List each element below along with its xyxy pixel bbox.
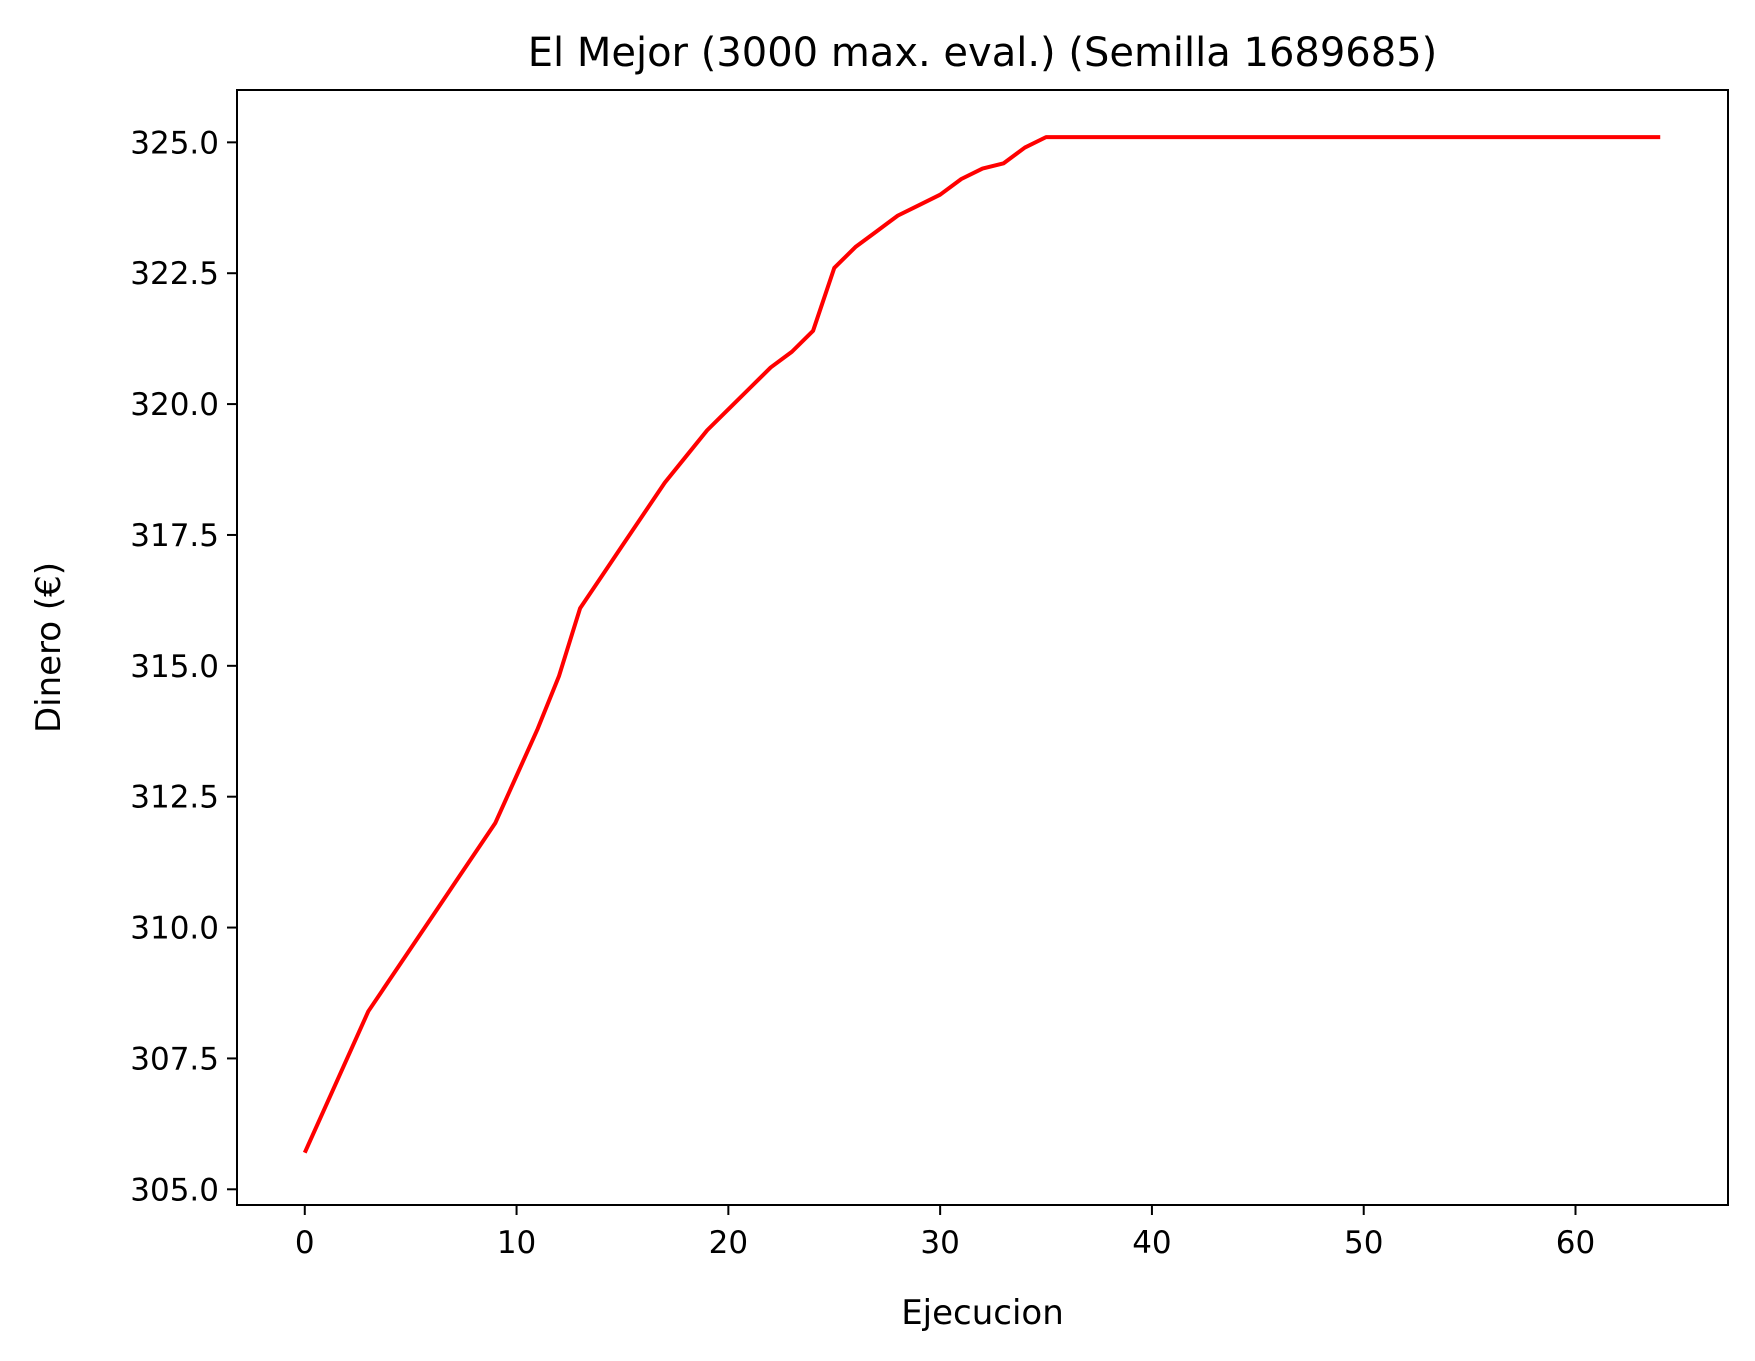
x-tick-label: 0: [295, 1225, 315, 1261]
y-tick-label: 320.0: [130, 387, 219, 423]
y-tick-label: 315.0: [130, 649, 219, 685]
y-axis-ticks: 305.0 307.5 310.0 312.5 315.0 317.5 320.0 322.5…: [130, 125, 237, 1208]
x-axis-label: Ejecucion: [901, 1293, 1064, 1333]
y-tick-label: 317.5: [130, 518, 219, 554]
y-tick-label: 305.0: [130, 1172, 219, 1208]
y-tick-label: 307.5: [130, 1041, 219, 1077]
y-tick-label: 310.0: [130, 911, 219, 947]
series-line: [302, 135, 1661, 1154]
x-axis-ticks: 0 10 20 30 40 50 60: [295, 1205, 1595, 1261]
x-tick-label: 50: [1344, 1225, 1383, 1261]
y-tick-label: 312.5: [130, 780, 219, 816]
x-tick-label: 10: [497, 1225, 536, 1261]
plot-area: [302, 135, 1661, 1154]
x-tick-label: 30: [920, 1225, 959, 1261]
y-axis-label: Dinero (€): [29, 562, 69, 733]
axes-frame: [236, 89, 1729, 1206]
y-tick-label: 322.5: [130, 256, 219, 292]
x-tick-label: 60: [1556, 1225, 1595, 1261]
x-tick-label: 40: [1132, 1225, 1171, 1261]
y-tick-label: 325.0: [130, 125, 219, 161]
chart-title: El Mejor (3000 max. eval.) (Semilla 1689…: [528, 30, 1438, 76]
x-tick-label: 20: [709, 1225, 748, 1261]
